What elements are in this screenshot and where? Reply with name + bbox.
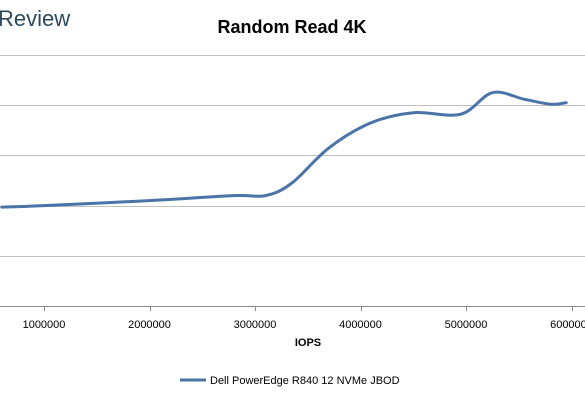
x-tick-label-3: 4000000 xyxy=(339,319,382,331)
series-line-0 xyxy=(0,90,568,209)
x-tick-label-4: 5000000 xyxy=(445,319,488,331)
x-tick-labels: 1000000 2000000 3000000 4000000 5000000 60000… xyxy=(23,306,585,331)
chart-title: Random Read 4K xyxy=(217,17,366,37)
logo-text: Review xyxy=(0,6,70,31)
series-layer xyxy=(0,90,568,209)
x-axis-label: IOPS xyxy=(295,337,321,349)
x-tick-label-5: 6000000 xyxy=(550,319,585,331)
legend-label: Dell PowerEdge R840 12 NVMe JBOD xyxy=(210,375,400,387)
x-tick-label-2: 3000000 xyxy=(234,319,277,331)
legend: Dell PowerEdge R840 12 NVMe JBOD xyxy=(180,375,400,387)
x-tick-label-0: 1000000 xyxy=(23,319,66,331)
gridlines xyxy=(0,55,585,307)
x-tick-label-1: 2000000 xyxy=(128,319,171,331)
